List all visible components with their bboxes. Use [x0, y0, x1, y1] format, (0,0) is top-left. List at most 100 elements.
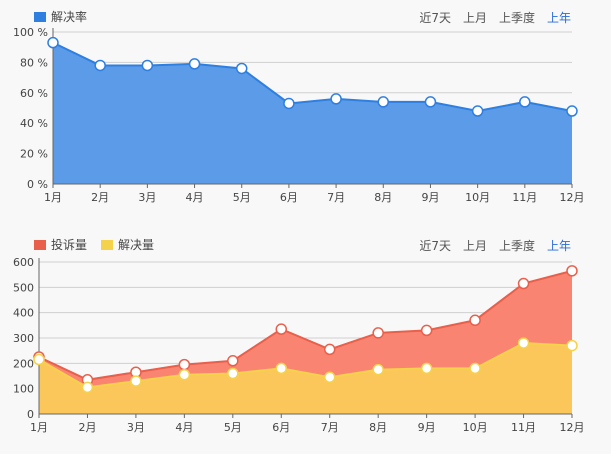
- range-tabs: 近7天 上月 上季度 上年: [419, 9, 571, 26]
- tab-last-year[interactable]: 上年: [546, 239, 571, 253]
- data-point: [377, 96, 390, 108]
- tab-last-month[interactable]: 上月: [462, 239, 487, 253]
- data-point: [424, 96, 437, 108]
- data-point: [283, 97, 295, 110]
- y-tick-label: 400: [13, 307, 34, 320]
- y-tick-label: 100: [13, 383, 34, 396]
- tab-last-7-days[interactable]: 近7天: [419, 11, 451, 25]
- x-tick-label: 10月: [463, 421, 488, 434]
- series-area: [53, 42, 572, 184]
- data-point: [275, 362, 288, 375]
- data-point: [130, 375, 142, 387]
- data-point: [566, 105, 578, 117]
- data-point: [227, 367, 239, 380]
- data-point: [47, 36, 59, 49]
- data-point: [81, 381, 94, 394]
- x-tick-label: 1月: [44, 191, 62, 204]
- data-point: [178, 368, 191, 381]
- y-tick-label: 100 %: [13, 26, 48, 39]
- x-tick-label: 6月: [280, 191, 298, 204]
- data-point: [420, 362, 433, 375]
- data-point: [517, 277, 530, 290]
- x-tick-label: 5月: [233, 191, 251, 204]
- y-tick-label: 60 %: [20, 87, 48, 100]
- legend-item-resolution-rate[interactable]: 解决率: [34, 8, 87, 25]
- series-line: [52, 41, 573, 113]
- data-point: [469, 362, 481, 375]
- complaint-volume-panel: 投诉量 解决量 近7天 上月 上季度 上年 0 100 200 300 400 500 60…: [0, 228, 611, 454]
- legend-label: 投诉量: [51, 238, 88, 252]
- x-tick-label: 4月: [175, 421, 193, 434]
- x-tick-label: 7月: [327, 191, 345, 204]
- x-tick-label: 8月: [369, 421, 387, 434]
- data-point: [141, 59, 154, 72]
- y-tick-label: 40 %: [20, 117, 48, 130]
- x-tick-label: 5月: [224, 421, 242, 434]
- x-tick-label: 2月: [91, 191, 109, 204]
- x-tick-label: 7月: [321, 421, 339, 434]
- series-line: [38, 269, 573, 381]
- range-tabs: 近7天 上月 上季度 上年: [419, 237, 571, 254]
- y-tick-label: 300: [13, 332, 34, 345]
- x-tick-label: 9月: [418, 421, 436, 434]
- x-tick-label: 2月: [78, 421, 96, 434]
- x-tick-label: 6月: [272, 421, 290, 434]
- tab-last-year[interactable]: 上年: [546, 11, 571, 25]
- data-point: [323, 371, 336, 384]
- data-point: [227, 355, 239, 367]
- data-point: [517, 337, 530, 349]
- legend-label: 解决量: [118, 238, 155, 252]
- y-tick-label: 200: [13, 357, 34, 370]
- x-tick-label: 10月: [465, 191, 490, 204]
- data-point: [188, 58, 201, 70]
- y-tick-label: 20 %: [20, 148, 48, 161]
- data-point: [235, 62, 248, 75]
- x-tick-label: 9月: [421, 191, 439, 204]
- data-point: [330, 93, 342, 105]
- data-point: [372, 363, 384, 376]
- data-point: [566, 265, 578, 277]
- data-point: [519, 96, 531, 108]
- x-tick-label: 11月: [511, 421, 536, 434]
- data-point: [372, 327, 384, 339]
- data-point: [471, 105, 484, 117]
- y-tick-label: 80 %: [20, 56, 48, 69]
- x-tick-label: 12月: [560, 191, 585, 204]
- data-point: [94, 59, 106, 72]
- legend-swatch: [101, 239, 114, 250]
- y-tick-label: 0: [27, 408, 34, 421]
- tab-last-7-days[interactable]: 近7天: [419, 239, 451, 253]
- data-point: [323, 343, 336, 356]
- data-point: [275, 323, 288, 335]
- x-tick-label: 3月: [138, 191, 156, 204]
- y-tick-label: 500: [13, 281, 34, 294]
- y-tick-label: 600: [13, 256, 34, 269]
- data-point: [420, 324, 433, 337]
- legend: 投诉量 解决量: [34, 236, 154, 253]
- x-tick-label: 1月: [30, 421, 48, 434]
- series-area: [39, 343, 572, 414]
- series-line: [38, 342, 573, 389]
- resolution-rate-panel: 解决率 近7天 上月 上季度 上年 0 % 20 % 40 % 60 % 80 % 100…: [0, 0, 611, 220]
- legend-swatch: [34, 11, 46, 22]
- data-point: [178, 358, 191, 371]
- tab-last-quarter[interactable]: 上季度: [498, 239, 535, 253]
- resolution-rate-chart: 0 % 20 % 40 % 60 % 80 % 100 % 1月 2月 3月 4月 5月 6月 7月 8月…: [13, 26, 585, 204]
- legend-item-complaints[interactable]: 投诉量: [34, 236, 87, 253]
- x-tick-label: 4月: [186, 191, 204, 204]
- data-point: [566, 339, 578, 352]
- data-point: [469, 314, 481, 327]
- x-tick-label: 3月: [127, 421, 145, 434]
- x-tick-label: 11月: [512, 191, 537, 204]
- legend-label: 解决率: [51, 10, 88, 24]
- data-point: [33, 353, 45, 366]
- legend-swatch: [34, 239, 46, 250]
- legend-item-resolved[interactable]: 解决量: [101, 236, 154, 253]
- complaint-volume-chart: 0 100 200 300 400 500 600 1月 2月 3月 4月 5月 6月 7月 8月 9月 10月…: [13, 256, 585, 434]
- legend: 解决率: [34, 8, 87, 25]
- tab-last-month[interactable]: 上月: [462, 11, 487, 25]
- tab-last-quarter[interactable]: 上季度: [498, 11, 535, 25]
- x-tick-label: 12月: [560, 421, 585, 434]
- y-tick-label: 0 %: [27, 178, 48, 191]
- x-tick-label: 8月: [374, 191, 392, 204]
